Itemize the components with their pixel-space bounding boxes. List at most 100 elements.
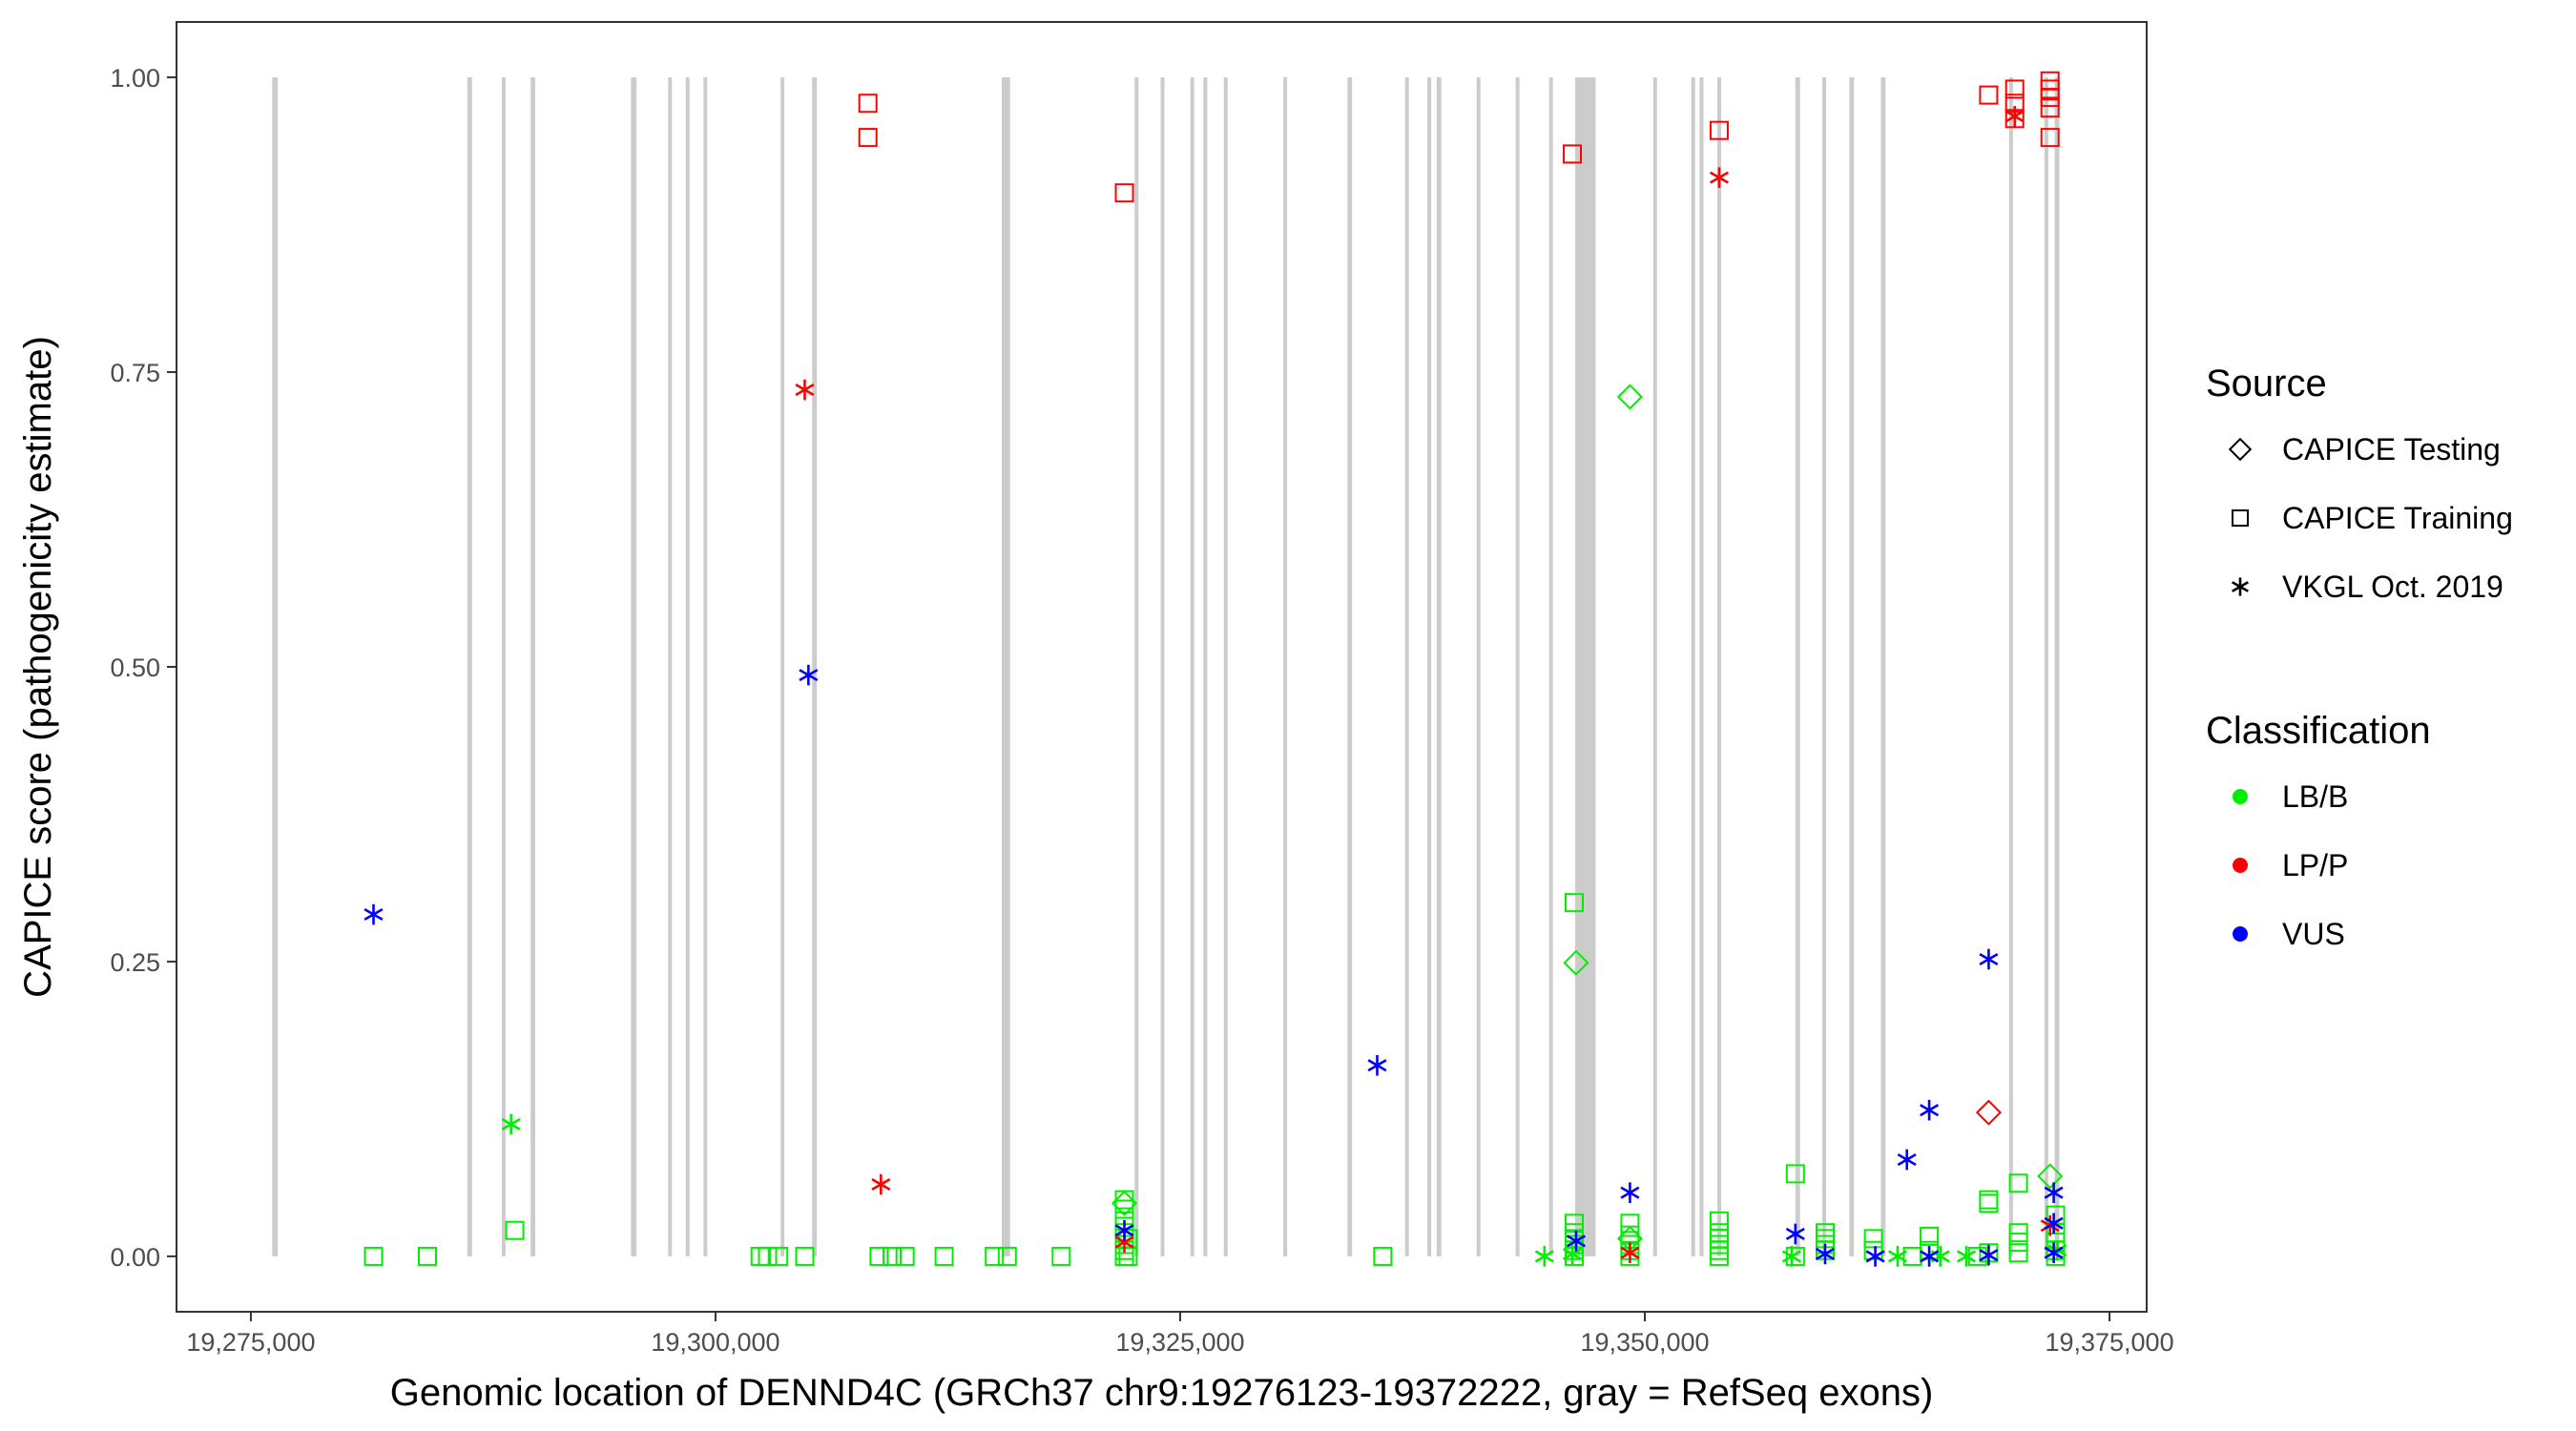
exon-band bbox=[1404, 77, 1409, 1256]
exon-band bbox=[1347, 77, 1353, 1256]
data-point bbox=[1863, 1229, 1883, 1249]
exon-band bbox=[1574, 77, 1596, 1256]
data-point bbox=[1620, 1242, 1640, 1264]
x-tick-label: 19,375,000 bbox=[2045, 1328, 2173, 1357]
y-tick-label: 0.00 bbox=[110, 1243, 160, 1272]
data-point bbox=[1111, 1190, 1138, 1216]
x-tick-label: 19,275,000 bbox=[186, 1328, 315, 1357]
data-point bbox=[1373, 1246, 1393, 1266]
data-point bbox=[1709, 120, 1729, 140]
data-point bbox=[1781, 1246, 1801, 1267]
exon-band bbox=[2054, 77, 2060, 1256]
exon-band bbox=[1190, 77, 1195, 1256]
data-point bbox=[1564, 1213, 1584, 1234]
exon-band bbox=[1880, 77, 1886, 1256]
exon-band bbox=[1652, 77, 1657, 1256]
data-point bbox=[1897, 1149, 1917, 1171]
data-point bbox=[1114, 1219, 1134, 1241]
data-point bbox=[1367, 1054, 1387, 1076]
legend-classification-label: VUS bbox=[2282, 917, 2345, 951]
data-point bbox=[1114, 183, 1134, 203]
data-point bbox=[1930, 1246, 1950, 1267]
data-point bbox=[2005, 106, 2025, 127]
exon-band bbox=[1716, 77, 1721, 1256]
data-point bbox=[1563, 144, 1583, 164]
data-point bbox=[858, 128, 878, 148]
data-point bbox=[1815, 1243, 1835, 1265]
exon-band bbox=[2008, 77, 2013, 1256]
data-point bbox=[1566, 1231, 1586, 1252]
exon-band bbox=[1691, 77, 1695, 1256]
exon-band bbox=[1160, 77, 1165, 1256]
data-point bbox=[795, 379, 815, 401]
exon-band bbox=[631, 77, 637, 1256]
data-point bbox=[1534, 1246, 1554, 1267]
data-point bbox=[2037, 1163, 2064, 1190]
exon-band bbox=[1548, 77, 1553, 1256]
data-point bbox=[769, 1246, 789, 1266]
exon-band bbox=[1515, 77, 1520, 1256]
legend-classification-title: Classification bbox=[2206, 710, 2431, 752]
data-point bbox=[985, 1246, 1005, 1266]
legend-key-asterisk bbox=[2232, 577, 2249, 596]
data-point bbox=[2040, 98, 2060, 118]
legend-source-label: CAPICE Training bbox=[2282, 501, 2513, 535]
data-point bbox=[1709, 1223, 1729, 1243]
exon-band bbox=[780, 77, 785, 1256]
y-tick-label: 0.25 bbox=[110, 948, 160, 977]
data-point bbox=[1051, 1246, 1071, 1266]
data-point bbox=[1902, 1246, 1922, 1266]
data-point bbox=[2040, 88, 2060, 108]
legend-source-label: CAPICE Testing bbox=[2282, 432, 2501, 467]
legend-source-label: VKGL Oct. 2019 bbox=[2282, 570, 2503, 604]
exon-band bbox=[272, 77, 279, 1256]
data-point bbox=[1620, 1182, 1640, 1203]
data-point bbox=[1979, 1193, 1999, 1213]
exon-band bbox=[1203, 77, 1208, 1256]
data-point bbox=[501, 1113, 521, 1135]
legend: Source CAPICE Testing CAPICE Training VKGL… bbox=[2206, 363, 2513, 951]
x-tick-label: 19,350,000 bbox=[1580, 1328, 1709, 1357]
exon-band bbox=[1223, 77, 1228, 1256]
data-point bbox=[1785, 1223, 1805, 1245]
y-tick-label: 1.00 bbox=[110, 64, 160, 93]
legend-classification-items: LB/B LP/P VUS bbox=[2233, 779, 2348, 951]
y-axis-title: CAPICE score (pathogenicity estimate) bbox=[17, 336, 59, 998]
x-tick-label: 19,300,000 bbox=[651, 1328, 779, 1357]
data-point bbox=[750, 1246, 770, 1266]
data-point bbox=[2008, 1173, 2028, 1193]
exon-band bbox=[1283, 77, 1288, 1256]
y-tick-label: 0.75 bbox=[110, 359, 160, 387]
data-point bbox=[795, 1246, 815, 1266]
exon-band bbox=[703, 77, 708, 1256]
data-point bbox=[2008, 1223, 2028, 1243]
data-point bbox=[871, 1173, 891, 1195]
legend-source-items: CAPICE Testing CAPICE Training VKGL Oct. 2… bbox=[2228, 432, 2513, 604]
exon-band bbox=[501, 77, 506, 1256]
data-point bbox=[1979, 1244, 1999, 1266]
data-point bbox=[2040, 128, 2060, 148]
data-point bbox=[364, 1246, 384, 1266]
data-point bbox=[1563, 1243, 1583, 1265]
data-point bbox=[1967, 1246, 1987, 1266]
data-point bbox=[1975, 1099, 2002, 1126]
exon-bands bbox=[272, 77, 2060, 1256]
exon-band bbox=[467, 77, 472, 1256]
x-tick-label: 19,325,000 bbox=[1115, 1328, 1244, 1357]
exon-band bbox=[1134, 77, 1139, 1256]
legend-source-title: Source bbox=[2206, 363, 2327, 404]
data-point bbox=[1785, 1246, 1805, 1266]
data-point bbox=[1865, 1246, 1885, 1267]
legend-classification-label: LB/B bbox=[2282, 779, 2348, 814]
data-point bbox=[934, 1246, 954, 1266]
y-tick-label: 0.50 bbox=[110, 653, 160, 682]
data-point bbox=[1815, 1223, 1835, 1243]
data-point bbox=[364, 903, 384, 925]
exon-band bbox=[668, 77, 673, 1256]
data-point bbox=[858, 93, 878, 114]
data-point bbox=[1616, 384, 1643, 410]
data-point bbox=[1563, 949, 1589, 976]
data-points bbox=[364, 71, 2067, 1267]
data-point bbox=[1564, 893, 1584, 913]
